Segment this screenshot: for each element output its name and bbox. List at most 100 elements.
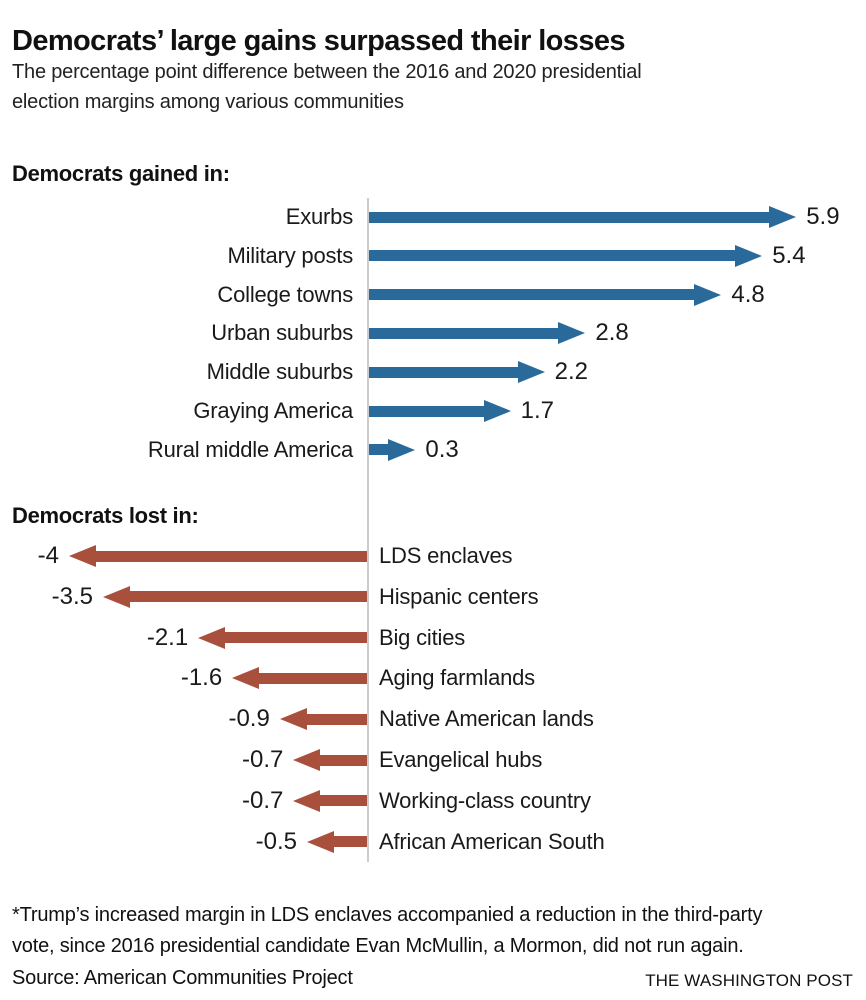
arrow-left-head-icon (293, 749, 321, 771)
arrow-tail (369, 366, 519, 378)
loss-arrow: -1.6 (181, 664, 367, 692)
category-label: Middle suburbs (206, 359, 354, 385)
category-label: Native American lands (379, 706, 594, 732)
value-label: 0.3 (425, 435, 459, 463)
category-label: Exurbs (285, 204, 353, 229)
loss-arrow: -0.5 (256, 828, 367, 856)
chart-title: Democrats’ large gains surpassed their l… (12, 25, 626, 58)
category-label: Rural middle America (147, 436, 353, 462)
arrow-right-head-icon (735, 244, 763, 267)
gain-row: College towns 4.8 (0, 281, 866, 309)
loss-arrow: -4 (38, 542, 367, 570)
arrow-right-head-icon (388, 438, 416, 461)
value-label: -0.7 (242, 786, 284, 814)
arrow-tail (369, 444, 390, 456)
value-label: 2.2 (554, 358, 588, 386)
chart-footnote-line-2: vote, since 2016 presidential candidate … (12, 935, 744, 957)
category-label: Working-class country (379, 787, 591, 813)
arrow-right-head-icon (517, 361, 545, 384)
gain-arrow: 4.8 (369, 281, 765, 309)
zero-baseline-axis (367, 198, 369, 862)
loss-arrow: -0.7 (242, 746, 367, 774)
gain-arrow: 2.2 (369, 358, 588, 386)
value-label: -4 (37, 542, 59, 569)
value-label: 5.9 (806, 203, 840, 230)
arrow-tail (129, 591, 367, 603)
loss-row: -0.7 Working-class country (0, 787, 866, 815)
arrow-left-head-icon (198, 626, 226, 649)
arrow-right-head-icon (483, 400, 511, 422)
publisher-credit: THE WASHINGTON POST (645, 971, 853, 990)
arrow-tail (369, 211, 771, 223)
arrow-right-head-icon (558, 322, 586, 345)
loss-row: -3.5 Hispanic centers (0, 583, 866, 611)
loss-row: -0.7 Evangelical hubs (0, 746, 866, 774)
category-label: African American South (379, 828, 605, 854)
arrow-right-head-icon (694, 283, 722, 306)
category-label: College towns (217, 281, 353, 307)
arrow-tail (319, 754, 367, 766)
chart-subtitle: The percentage point difference between … (12, 57, 832, 117)
gain-row: Middle suburbs 2.2 (0, 358, 866, 386)
chart-footnote: *Trump’s increased margin in LDS enclave… (12, 900, 842, 962)
gain-arrow: 5.4 (369, 242, 806, 270)
arrow-left-head-icon (232, 667, 260, 690)
loss-row: -0.5 African American South (0, 828, 866, 856)
category-label: Graying America (193, 398, 353, 423)
section-heading-lost: Democrats lost in: (12, 503, 199, 528)
arrow-tail (305, 713, 367, 725)
category-label: LDS enclaves (379, 543, 513, 568)
category-label: Aging farmlands (379, 665, 535, 691)
value-label: -2.1 (146, 623, 189, 651)
loss-arrow: -2.1 (147, 624, 367, 652)
loss-arrow: -0.9 (228, 705, 367, 733)
section-heading-gained: Democrats gained in: (12, 161, 230, 186)
arrow-tail (319, 795, 367, 807)
gain-arrow: 1.7 (369, 397, 554, 425)
chart-subtitle-line-2: election margins among various communiti… (12, 91, 404, 113)
arrow-right-head-icon (769, 206, 797, 228)
value-label: 2.8 (595, 319, 629, 347)
loss-row: -2.1 Big cities (0, 624, 866, 652)
arrow-tail (369, 250, 737, 262)
value-label: -0.5 (255, 827, 297, 855)
value-label: -0.7 (242, 746, 284, 773)
source-attribution: Source: American Communities Project (12, 967, 353, 989)
loss-row: -4 LDS enclaves (0, 542, 866, 570)
arrow-left-head-icon (293, 789, 321, 812)
value-label: -0.9 (228, 705, 270, 733)
category-label: Military posts (227, 242, 353, 268)
chart-footnote-line-1: *Trump’s increased margin in LDS enclave… (12, 904, 763, 926)
gain-arrow: 5.9 (369, 203, 840, 231)
arrow-left-head-icon (103, 585, 130, 608)
value-label: -1.6 (180, 664, 223, 692)
category-label: Hispanic centers (379, 583, 539, 609)
loss-row: -1.6 Aging farmlands (0, 664, 866, 692)
arrow-left-head-icon (279, 708, 307, 731)
gain-row: Exurbs 5.9 (0, 203, 866, 231)
chart-subtitle-line-1: The percentage point difference between … (12, 61, 642, 83)
category-label: Big cities (379, 624, 466, 650)
loss-arrow: -3.5 (52, 583, 367, 611)
value-label: 4.8 (731, 280, 765, 308)
gain-arrow: 0.3 (369, 436, 459, 464)
value-label: 1.7 (520, 397, 554, 424)
loss-arrow: -0.7 (242, 787, 367, 815)
arrow-tail (369, 327, 560, 339)
value-label: 5.4 (772, 241, 806, 269)
arrow-tail (369, 405, 485, 417)
arrow-left-head-icon (307, 830, 334, 853)
arrow-tail (258, 672, 367, 684)
gain-row: Urban suburbs 2.8 (0, 319, 866, 347)
gain-row: Rural middle America 0.3 (0, 436, 866, 464)
gain-arrow: 2.8 (369, 319, 629, 347)
category-label: Evangelical hubs (379, 747, 543, 772)
gain-row: Graying America 1.7 (0, 397, 866, 425)
loss-row: -0.9 Native American lands (0, 705, 866, 733)
value-label: -3.5 (51, 582, 93, 610)
arrow-tail (224, 632, 367, 644)
arrow-tail (369, 289, 696, 301)
arrow-left-head-icon (69, 545, 96, 567)
arrow-tail (333, 836, 367, 848)
